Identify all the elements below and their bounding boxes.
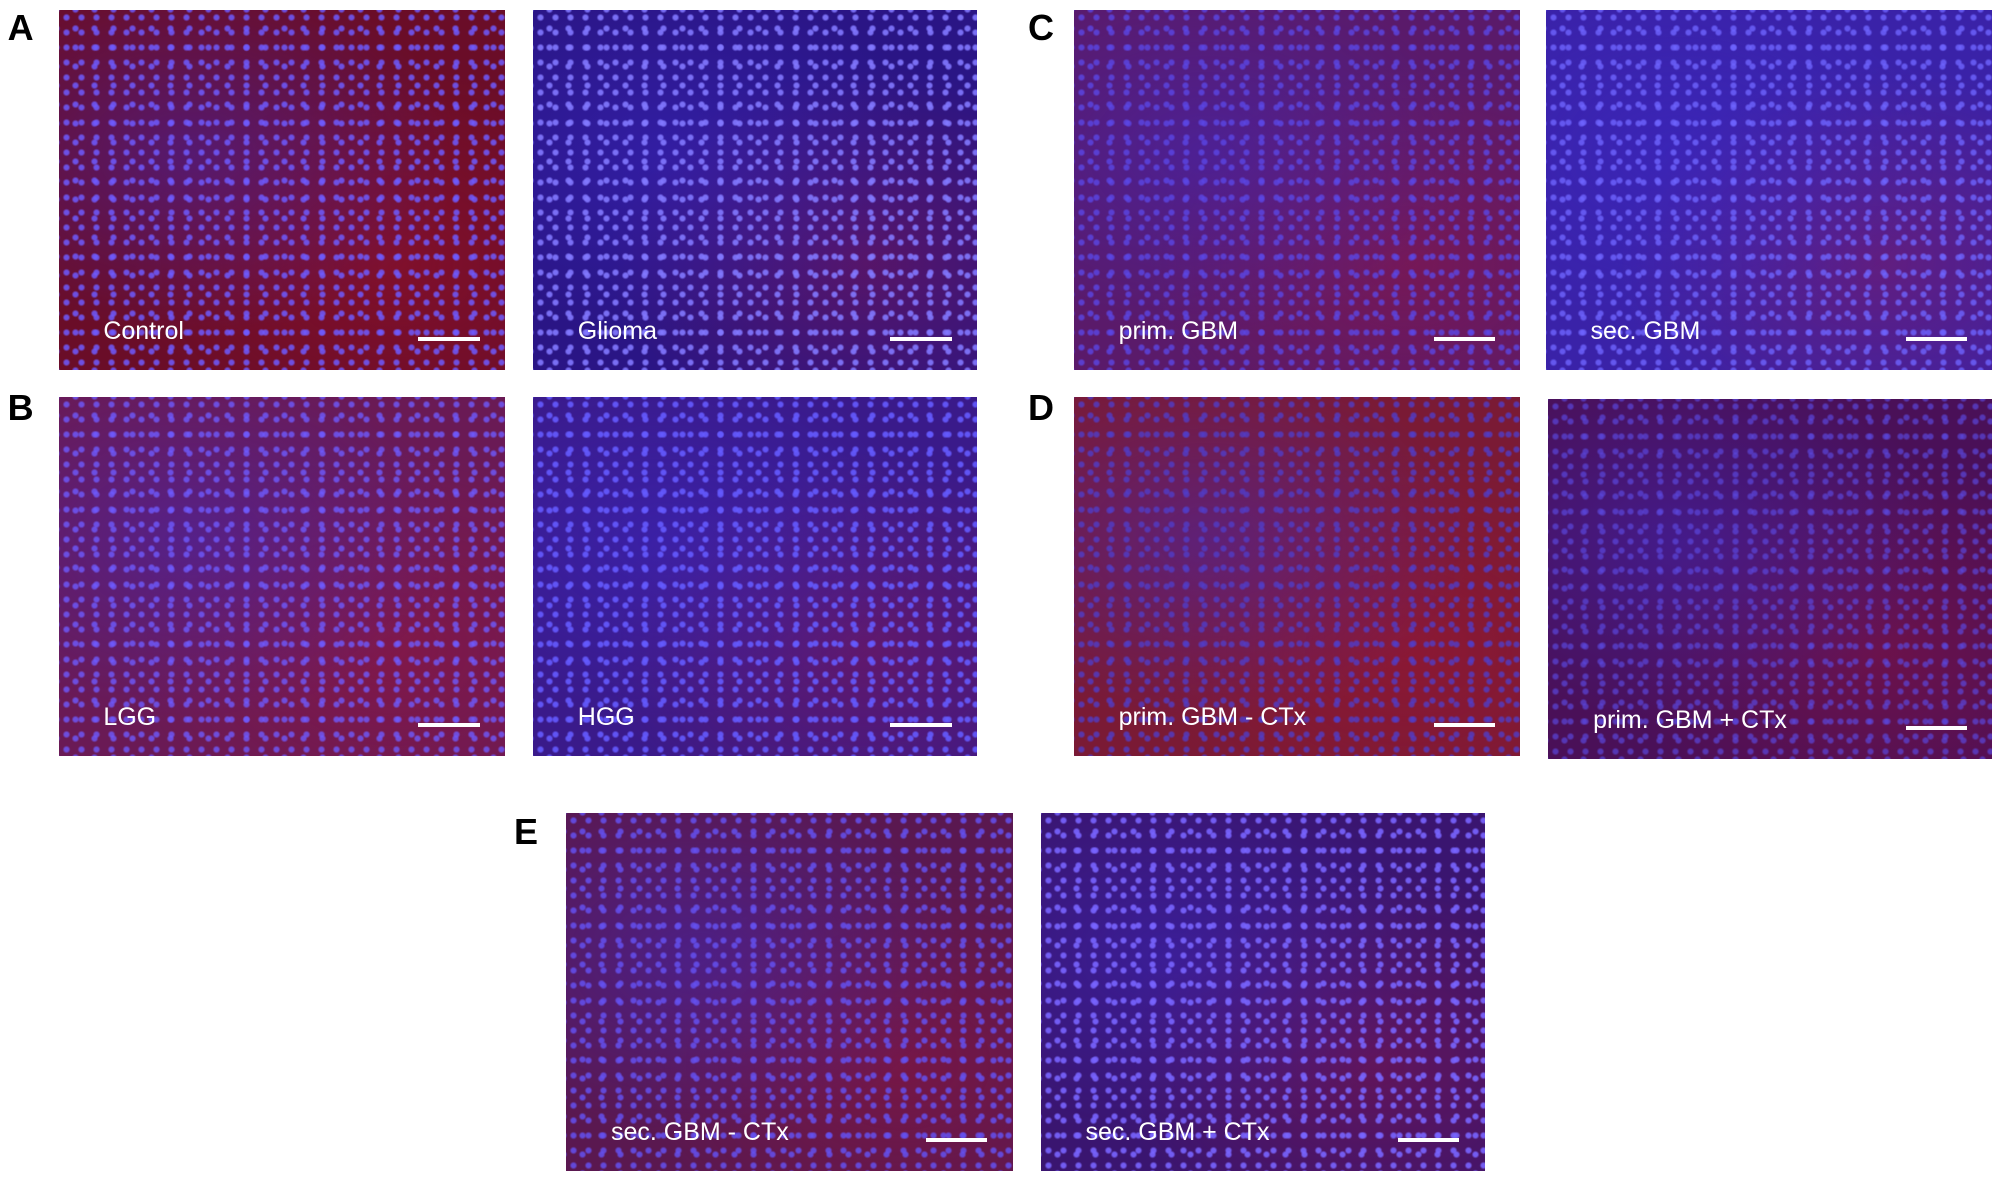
image-caption: Glioma <box>577 316 657 345</box>
image-caption: sec. GBM - CTx <box>610 1117 789 1146</box>
micrograph <box>58 396 506 757</box>
panel-letter: B <box>7 387 34 429</box>
image-caption: sec. GBM <box>1590 316 1701 345</box>
panel-letter: C <box>1028 7 1055 49</box>
image-caption: sec. GBM + CTx <box>1085 1117 1270 1146</box>
scale-bar <box>890 336 952 341</box>
scale-bar <box>1433 723 1495 728</box>
micrograph <box>1073 396 1521 757</box>
micrograph <box>1073 10 1521 370</box>
micrograph <box>58 10 506 370</box>
panel-letter: A <box>7 7 34 49</box>
image-caption: Control <box>103 316 184 345</box>
scale-bar <box>890 723 952 728</box>
micrograph <box>533 10 978 370</box>
scale-bar <box>1397 1137 1460 1142</box>
scale-bar <box>1433 336 1495 341</box>
image-caption: prim. GBM - CTx <box>1118 703 1307 732</box>
scale-bar <box>926 1137 988 1142</box>
micrograph <box>1548 399 1993 759</box>
micrograph <box>1040 812 1485 1171</box>
scale-bar <box>418 723 480 728</box>
panel-letter: D <box>1028 387 1055 429</box>
scale-bar <box>418 336 480 341</box>
scale-bar <box>1905 336 1967 341</box>
image-caption: HGG <box>577 703 635 732</box>
micrograph <box>533 396 978 757</box>
image-caption: prim. GBM + CTx <box>1593 705 1787 734</box>
image-caption: prim. GBM <box>1118 316 1239 345</box>
scale-bar <box>1905 725 1967 730</box>
micrograph <box>566 812 1013 1171</box>
image-caption: LGG <box>103 703 157 732</box>
panel-letter: E <box>514 810 539 852</box>
micrograph <box>1545 10 1993 370</box>
